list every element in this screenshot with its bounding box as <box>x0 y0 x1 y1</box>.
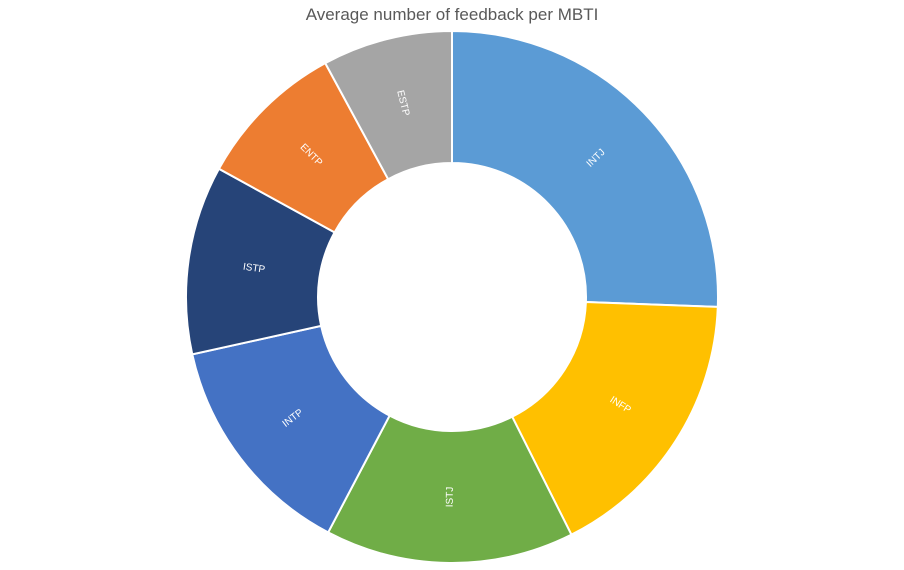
slice-infp <box>510 300 719 537</box>
slice-estp <box>323 29 453 181</box>
slice-istj <box>326 414 573 564</box>
slice-label-istp: ISTP <box>242 262 266 276</box>
slices-group <box>185 29 719 564</box>
slice-intp <box>191 324 391 534</box>
slice-label-istj: ISTJ <box>445 487 456 508</box>
chart-title: Average number of feedback per MBTI <box>305 5 599 24</box>
slice-intj <box>451 29 719 308</box>
